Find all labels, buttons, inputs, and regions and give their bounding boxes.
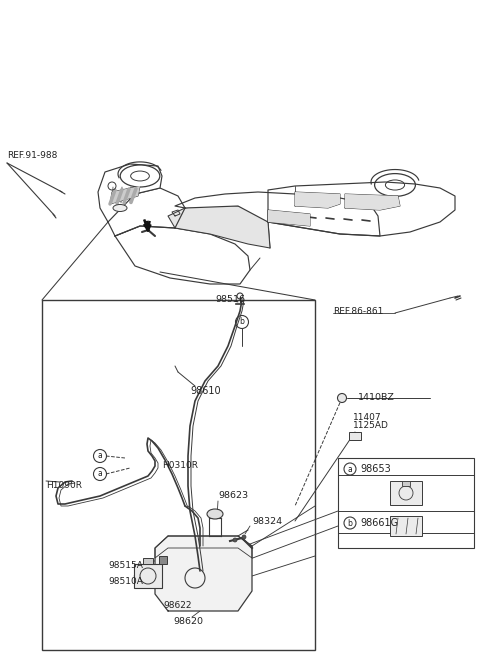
Text: 98515A: 98515A	[108, 561, 143, 571]
Text: a: a	[97, 452, 102, 460]
Polygon shape	[175, 192, 380, 236]
Bar	[42, 300, 315, 650]
Ellipse shape	[207, 509, 223, 519]
Ellipse shape	[113, 204, 127, 212]
Bar	[390, 516, 422, 536]
Ellipse shape	[374, 174, 415, 196]
Polygon shape	[155, 536, 252, 611]
Text: 98653: 98653	[360, 464, 391, 474]
Text: 98622: 98622	[163, 601, 192, 611]
Polygon shape	[110, 186, 140, 204]
Text: b: b	[348, 519, 352, 527]
Text: 1410BZ: 1410BZ	[358, 394, 395, 402]
Ellipse shape	[120, 165, 160, 187]
Polygon shape	[268, 210, 310, 226]
Polygon shape	[108, 188, 185, 236]
Text: 98623: 98623	[218, 492, 248, 501]
Text: 98516: 98516	[215, 294, 245, 304]
Bar	[390, 481, 422, 505]
Text: 98324: 98324	[252, 517, 282, 525]
Text: 98620: 98620	[173, 617, 203, 625]
Text: 98610: 98610	[190, 386, 221, 396]
Circle shape	[242, 535, 246, 539]
Bar	[159, 556, 167, 564]
Text: 11407: 11407	[353, 414, 382, 422]
Bar	[349, 432, 361, 440]
Polygon shape	[115, 226, 250, 284]
Polygon shape	[268, 182, 455, 236]
Text: H1090R: H1090R	[46, 482, 82, 490]
Polygon shape	[345, 194, 400, 210]
Polygon shape	[115, 186, 468, 311]
Bar	[402, 481, 410, 486]
Text: REF.91-988: REF.91-988	[7, 151, 58, 161]
Circle shape	[337, 394, 347, 402]
Text: REF.86-861: REF.86-861	[333, 306, 384, 316]
Polygon shape	[168, 204, 270, 248]
Text: H0310R: H0310R	[162, 462, 198, 470]
Text: a: a	[348, 464, 352, 474]
Text: b: b	[240, 318, 244, 326]
Bar	[338, 458, 474, 548]
Text: 98661G: 98661G	[360, 518, 398, 528]
Circle shape	[233, 538, 237, 542]
Polygon shape	[98, 164, 162, 222]
Text: a: a	[97, 470, 102, 478]
Text: 1125AD: 1125AD	[353, 422, 389, 430]
Bar	[134, 564, 162, 588]
Text: 98510A: 98510A	[108, 577, 143, 587]
Polygon shape	[295, 192, 340, 208]
Bar	[143, 558, 153, 564]
